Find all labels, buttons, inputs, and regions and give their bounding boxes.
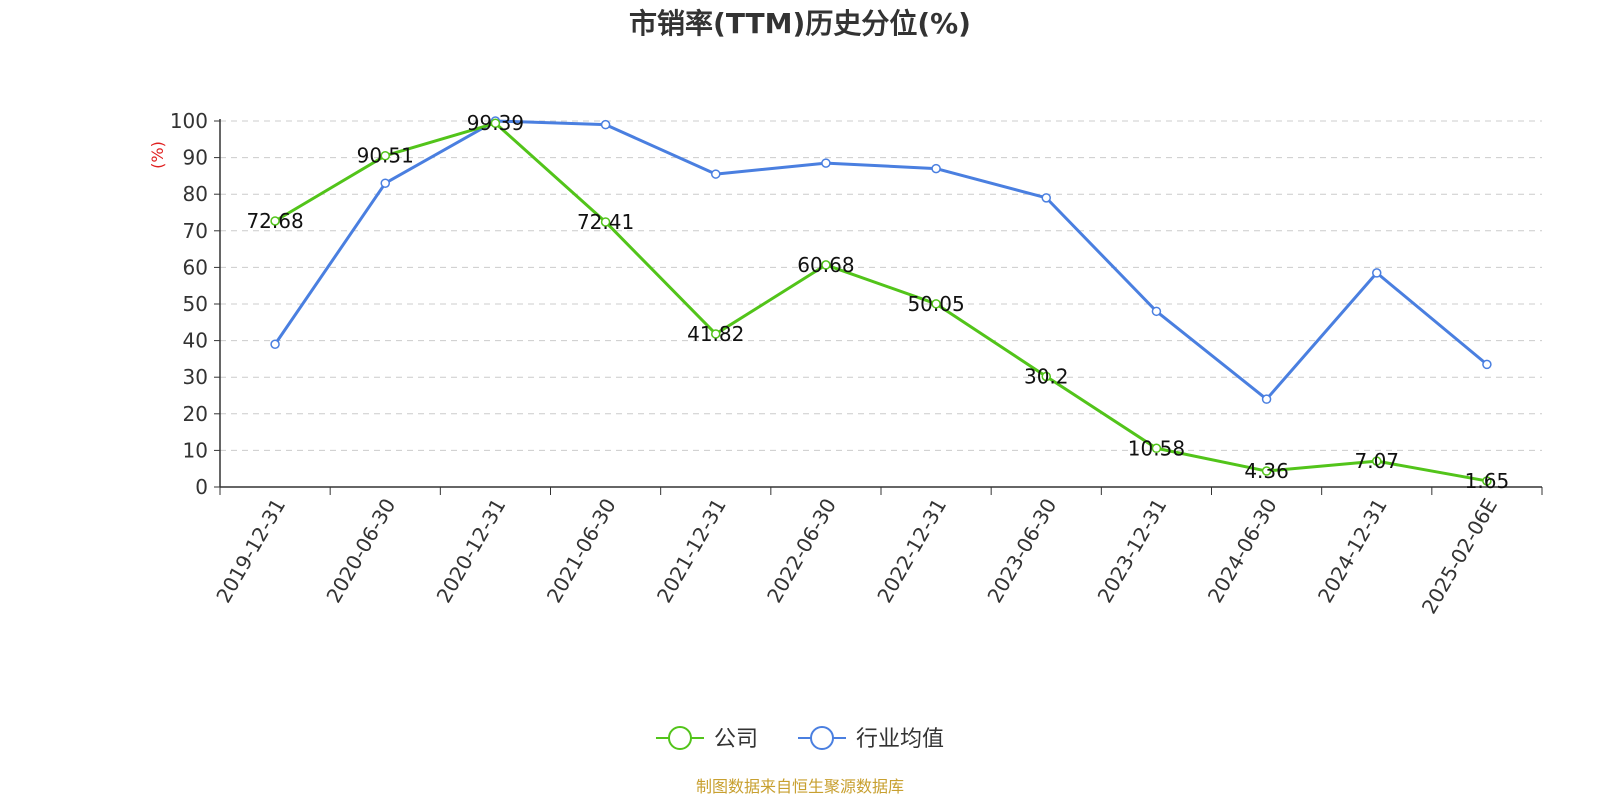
y-tick-label: 80 (183, 182, 208, 206)
data-point (1482, 476, 1492, 486)
y-tick-labels: 0 10 20 30 40 50 60 70 80 90 100 (170, 109, 208, 499)
data-label: 99.39 (467, 111, 524, 135)
data-point (380, 178, 390, 188)
x-tick-label: 2023-06-30 (982, 494, 1061, 607)
legend-label: 行业均值 (856, 727, 944, 752)
y-tick-label: 90 (183, 146, 208, 170)
data-point (1372, 268, 1382, 278)
legend-marker (667, 726, 692, 750)
y-tick-label: 0 (195, 475, 208, 499)
data-point (931, 299, 941, 309)
data-label: 4.36 (1244, 459, 1289, 483)
data-label: 50.05 (907, 292, 964, 316)
legend-label: 公司 (714, 727, 758, 752)
x-tick-label: 2023-12-31 (1093, 494, 1172, 607)
data-point (1041, 371, 1051, 382)
x-tick-label: 2024-12-31 (1313, 494, 1392, 607)
data-point (270, 339, 280, 350)
x-tick-labels: 2019-12-31 2020-06-30 2020-12-31 2021-06-30… (211, 494, 1502, 618)
data-point (711, 169, 721, 179)
data-point (490, 118, 501, 128)
series-points (270, 116, 1492, 486)
data-point (1261, 394, 1272, 404)
y-tick-label: 30 (183, 365, 208, 389)
x-tick-label: 2021-06-30 (542, 494, 621, 607)
data-point (600, 119, 611, 130)
x-tick-label: 2021-12-31 (652, 494, 731, 607)
legend-item: 行业均值 (798, 726, 944, 752)
series-line (273, 119, 1488, 401)
y-tick-label: 50 (183, 292, 208, 316)
x-tick-label: 2025-02-06E (1417, 494, 1502, 618)
y-tick-label: 100 (170, 109, 208, 133)
x-tick-label: 2022-06-30 (762, 494, 841, 607)
y-tick-label: 20 (183, 402, 208, 426)
data-label: 72.41 (577, 210, 634, 234)
y-tick-label: 70 (183, 219, 208, 243)
grid-lines (220, 120, 1542, 451)
data-point (711, 329, 721, 339)
data-point (931, 163, 941, 174)
data-label: 41.82 (687, 322, 744, 346)
data-point (1151, 443, 1162, 454)
data-label: 1.65 (1465, 469, 1510, 493)
legend-marker (810, 726, 834, 750)
series-line (274, 121, 1488, 483)
data-point (1372, 456, 1382, 466)
data-label: 72.68 (246, 209, 303, 233)
data-point (1482, 359, 1492, 370)
axes (214, 119, 1543, 495)
chart-title: 市销率(TTM)历史分位(%) (629, 7, 971, 40)
data-point (1041, 193, 1051, 203)
data-point (600, 217, 611, 227)
legend-item: 公司 (655, 726, 758, 752)
x-tick-label: 2019-12-31 (211, 494, 290, 607)
data-point (380, 150, 390, 161)
data-label: 10.58 (1128, 436, 1185, 460)
x-tick-label: 2024-06-30 (1203, 494, 1282, 607)
y-tick-label: 10 (183, 438, 208, 462)
x-tick-label: 2020-12-31 (432, 494, 511, 607)
data-point (821, 158, 831, 168)
data-label: 60.68 (797, 253, 854, 277)
data-label: 7.07 (1354, 449, 1399, 473)
x-tick-label: 2022-12-31 (872, 494, 951, 607)
data-point (821, 260, 831, 270)
source-note: 制图数据来自恒生聚源数据库 (696, 777, 904, 796)
data-point (1261, 466, 1272, 476)
y-tick-label: 60 (183, 255, 208, 279)
y-axis-unit: (%) (148, 141, 167, 169)
data-label: 30.2 (1024, 364, 1069, 388)
data-point (1151, 306, 1162, 317)
data-labels: 72.68 90.51 99.39 72.41 41.82 60.68 50.05 30.2 1… (246, 111, 1509, 493)
data-label: 90.51 (357, 144, 414, 168)
x-tick-label: 2020-06-30 (321, 494, 400, 607)
series-lines (273, 119, 1488, 483)
legend: 公司 行业均值 (655, 726, 944, 752)
y-tick-label: 40 (183, 329, 208, 353)
data-point (270, 216, 280, 226)
